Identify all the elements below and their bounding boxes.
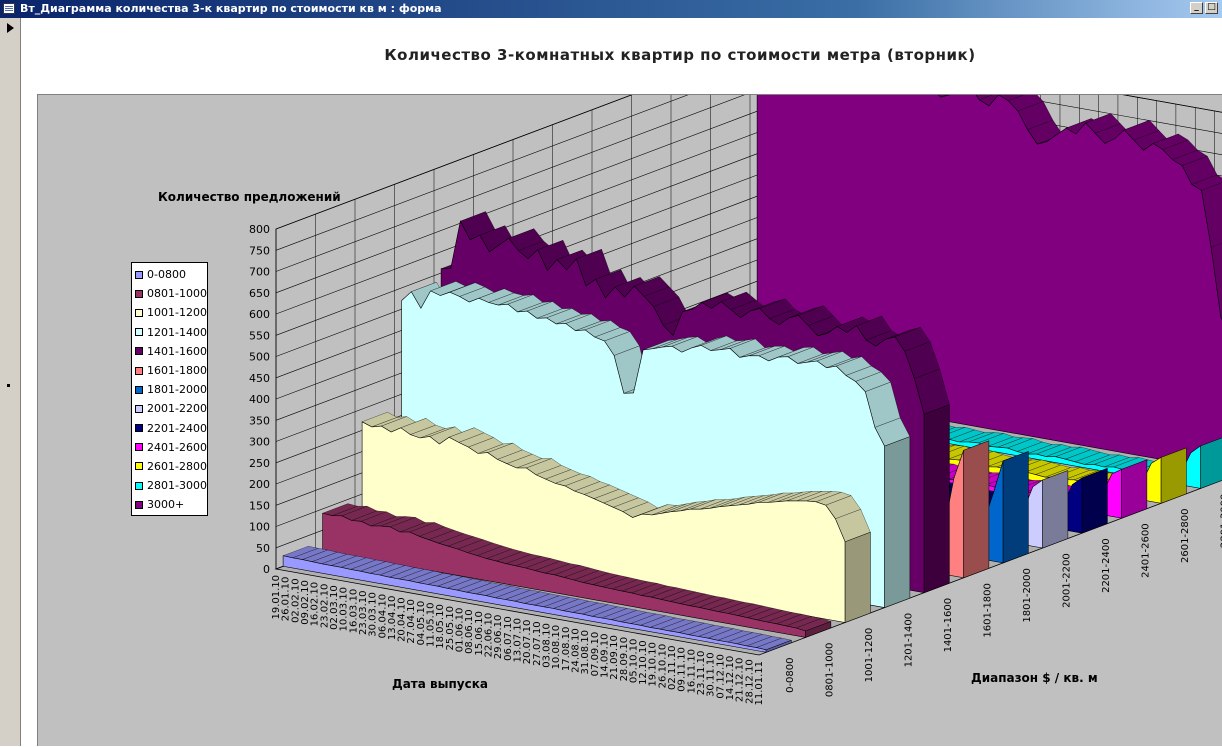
depth-tick-label: 1001-1200 <box>864 628 875 683</box>
legend-item: 2401-2600 <box>135 438 204 457</box>
depth-tick-label: 2601-2800 <box>1180 509 1191 564</box>
legend-label: 1201-1400 <box>147 326 207 339</box>
maximize-button[interactable]: □ <box>1205 2 1218 14</box>
legend-label: 2601-2800 <box>147 460 207 473</box>
legend-item: 1401-1600 <box>135 342 204 361</box>
legend-swatch <box>135 443 143 451</box>
series-end-cap <box>1043 471 1068 549</box>
y-tick-label: 150 <box>249 499 270 512</box>
depth-tick-label: 0801-1000 <box>824 643 835 698</box>
legend-label: 2201-2400 <box>147 422 207 435</box>
window-titlebar: Вт_Диаграмма количества 3-к квартир по с… <box>0 0 1222 18</box>
y-tick-label: 500 <box>249 351 270 364</box>
y-tick-label: 300 <box>249 436 270 449</box>
y-tick-label: 100 <box>249 521 270 534</box>
legend-item: 1801-2000 <box>135 380 204 399</box>
legend-swatch <box>135 482 143 490</box>
legend-item: 0-0800 <box>135 265 204 284</box>
legend-item: 2201-2400 <box>135 419 204 438</box>
chart-plot: 0 50 100 150 200 250 300 350 400 450 500 550 600 650 7… <box>38 95 1222 747</box>
y-tick-label: 0 <box>263 563 270 576</box>
depth-axis-title: Диапазон $ / кв. м <box>971 671 1098 685</box>
legend-label: 0801-1000 <box>147 287 207 300</box>
y-tick-label: 800 <box>249 223 270 236</box>
series-end-cap <box>1003 451 1028 563</box>
y-tick-label: 750 <box>249 244 270 257</box>
y-tick-label: 50 <box>256 542 270 555</box>
y-tick-label: 200 <box>249 478 270 491</box>
x-axis-title: Дата выпуска <box>392 677 488 691</box>
y-tick-label: 600 <box>249 308 270 321</box>
y-tick-label: 350 <box>249 414 270 427</box>
legend-swatch <box>135 347 143 355</box>
series-end-cap <box>964 441 989 578</box>
y-tick-label: 250 <box>249 457 270 470</box>
depth-tick-label: 1601-1800 <box>982 583 993 638</box>
depth-tick-label: 1401-1600 <box>943 598 954 653</box>
legend-label: 0-0800 <box>147 268 186 281</box>
y-tick-label: 650 <box>249 287 270 300</box>
x-tick-label: 11.01.11 <box>754 661 765 706</box>
chart-title: Количество 3-комнатных квартир по стоимо… <box>300 46 1060 64</box>
window-title: Вт_Диаграмма количества 3-к квартир по с… <box>20 2 442 15</box>
legend-label: 1601-1800 <box>147 364 207 377</box>
legend-label: 2801-3000 <box>147 479 207 492</box>
legend-label: 1401-1600 <box>147 345 207 358</box>
legend-swatch <box>135 424 143 432</box>
depth-tick-label: 2201-2400 <box>1101 538 1112 593</box>
y-tick-label: 400 <box>249 393 270 406</box>
chart-area: 0 50 100 150 200 250 300 350 400 450 500 550 600 650 7… <box>37 94 1222 746</box>
legend-swatch <box>135 271 143 279</box>
y-tick-label: 700 <box>249 266 270 279</box>
legend-swatch <box>135 462 143 470</box>
legend-item: 0801-1000 <box>135 284 204 303</box>
form-icon <box>3 3 15 14</box>
legend-item: 1201-1400 <box>135 323 204 342</box>
legend-swatch <box>135 405 143 413</box>
legend-item: 2801-3000 <box>135 476 204 495</box>
legend-swatch <box>135 386 143 394</box>
minimize-button[interactable]: _ <box>1190 2 1203 14</box>
series-end-cap <box>845 532 870 622</box>
series-end-cap <box>924 405 949 593</box>
legend-item: 1001-1200 <box>135 303 204 322</box>
y-tick-label: 450 <box>249 372 270 385</box>
depth-tick-label: 2001-2200 <box>1061 553 1072 608</box>
legend-swatch <box>135 309 143 317</box>
series-end-cap <box>1161 448 1186 503</box>
legend-swatch <box>135 367 143 375</box>
depth-tick-label: 0-0800 <box>785 658 796 693</box>
resize-handle-icon[interactable] <box>7 384 10 387</box>
current-record-arrow-icon <box>7 23 14 33</box>
series-end-cap <box>1122 460 1147 518</box>
legend-item: 1601-1800 <box>135 361 204 380</box>
legend-swatch <box>135 501 143 509</box>
legend-swatch <box>135 328 143 336</box>
legend-label: 2001-2200 <box>147 402 207 415</box>
y-axis-title: Количество предложений <box>158 190 341 204</box>
legend-item: 2601-2800 <box>135 457 204 476</box>
legend-label: 1001-1200 <box>147 306 207 319</box>
depth-tick-label: 1201-1400 <box>903 613 914 668</box>
series-end-cap <box>885 437 910 608</box>
depth-tick-label: 2401-2600 <box>1140 523 1151 578</box>
legend-item: 2001-2200 <box>135 399 204 418</box>
record-selector[interactable] <box>0 18 21 746</box>
legend-item: 3000+ <box>135 495 204 514</box>
legend-label: 1801-2000 <box>147 383 207 396</box>
legend-label: 2401-2600 <box>147 441 207 454</box>
depth-tick-label: 1801-2000 <box>1022 568 1033 623</box>
chart-legend: 0-0800 0801-1000 1001-1200 1201-1400 1401-16… <box>131 262 208 516</box>
legend-label: 3000+ <box>147 498 184 511</box>
series-end-cap <box>1082 468 1107 533</box>
legend-swatch <box>135 290 143 298</box>
y-tick-label: 550 <box>249 329 270 342</box>
